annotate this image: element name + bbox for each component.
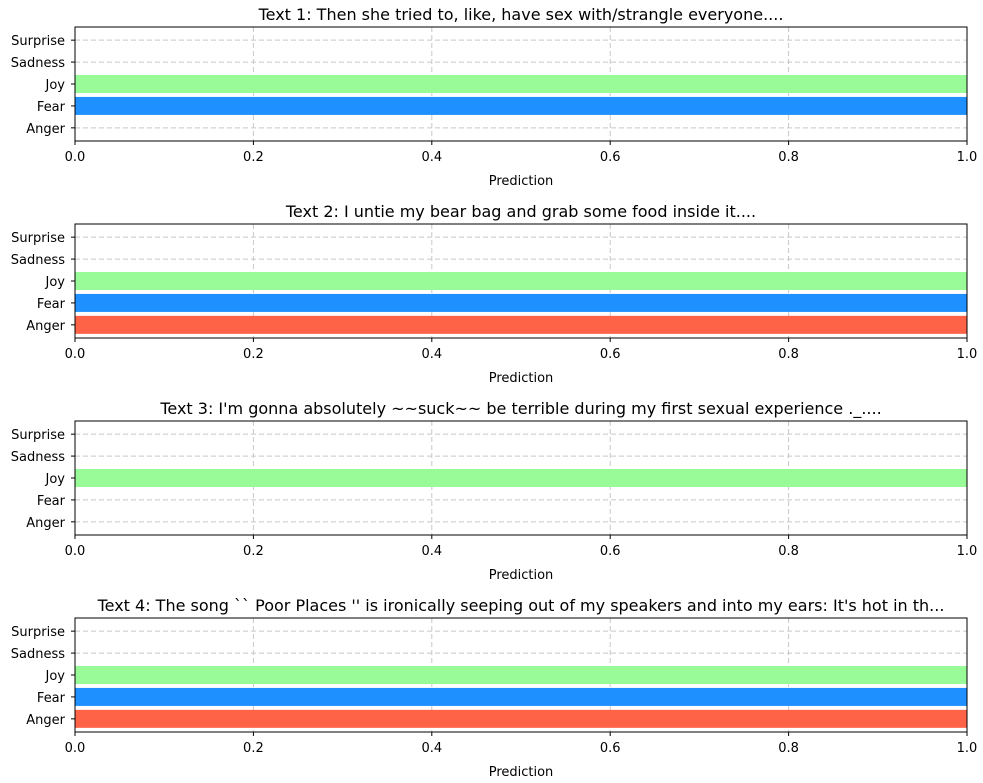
subplot-1: Text 1: Then she tried to, like, have se… [11, 5, 978, 189]
x-tick-label: 0.0 [65, 544, 86, 559]
x-tick-label: 0.2 [243, 347, 264, 362]
y-tick-label: Anger [26, 713, 65, 728]
x-tick-label: 0.2 [243, 741, 264, 756]
bar-anger [75, 315, 967, 334]
x-axis-label: Prediction [489, 174, 554, 189]
x-tick-label: 0.4 [421, 347, 442, 362]
x-tick-label: 0.8 [778, 741, 799, 756]
bar-fear [75, 96, 967, 115]
x-tick-label: 0.2 [243, 150, 264, 165]
y-tick-label: Joy [45, 275, 66, 290]
y-tick-label: Surprise [11, 428, 65, 443]
bar-joy [75, 75, 967, 93]
x-tick-label: 0.6 [600, 150, 621, 165]
y-tick-label: Joy [45, 78, 66, 93]
chart-title: Text 3: I'm gonna absolutely ~~suck~~ be… [159, 399, 881, 419]
bar-joy [75, 666, 967, 684]
y-tick-label: Joy [45, 669, 66, 684]
x-tick-label: 1.0 [957, 150, 978, 165]
y-tick-label: Surprise [11, 231, 65, 246]
y-tick-label: Fear [37, 494, 66, 509]
x-tick-label: 0.4 [421, 741, 442, 756]
x-tick-label: 1.0 [957, 347, 978, 362]
x-tick-label: 0.2 [243, 544, 264, 559]
x-tick-label: 0.6 [600, 347, 621, 362]
bar-joy [75, 469, 967, 487]
bar-fear [75, 687, 967, 706]
y-tick-label: Surprise [11, 625, 65, 640]
subplot-3: Text 3: I'm gonna absolutely ~~suck~~ be… [11, 399, 978, 583]
y-tick-label: Surprise [11, 34, 65, 49]
x-tick-label: 0.4 [421, 150, 442, 165]
x-tick-label: 0.0 [65, 347, 86, 362]
bar-joy [75, 272, 967, 290]
x-tick-label: 0.0 [65, 150, 86, 165]
y-tick-label: Sadness [11, 450, 65, 465]
chart-title: Text 4: The song `` Poor Places '' is ir… [97, 596, 945, 615]
subplot-4: Text 4: The song `` Poor Places '' is ir… [11, 596, 978, 780]
y-tick-label: Anger [26, 122, 65, 137]
x-axis-label: Prediction [489, 765, 554, 780]
subplot-2: Text 2: I untie my bear bag and grab som… [11, 202, 978, 386]
y-tick-label: Fear [37, 691, 66, 706]
y-tick-label: Fear [37, 297, 66, 312]
bar-fear [75, 293, 967, 312]
x-tick-label: 1.0 [957, 544, 978, 559]
x-tick-label: 0.0 [65, 741, 86, 756]
x-tick-label: 1.0 [957, 741, 978, 756]
y-tick-label: Anger [26, 516, 65, 531]
y-tick-label: Anger [26, 319, 65, 334]
x-tick-label: 0.4 [421, 544, 442, 559]
y-tick-label: Joy [45, 472, 66, 487]
chart-title: Text 1: Then she tried to, like, have se… [258, 5, 784, 24]
x-axis-label: Prediction [489, 568, 554, 583]
y-tick-label: Fear [37, 100, 66, 115]
x-axis-label: Prediction [489, 371, 554, 386]
x-tick-label: 0.8 [778, 347, 799, 362]
chart-title: Text 2: I untie my bear bag and grab som… [285, 202, 756, 221]
x-tick-label: 0.8 [778, 150, 799, 165]
x-tick-label: 0.6 [600, 544, 621, 559]
bar-anger [75, 709, 967, 728]
y-tick-label: Sadness [11, 647, 65, 662]
y-tick-label: Sadness [11, 56, 65, 71]
y-tick-label: Sadness [11, 253, 65, 268]
x-tick-label: 0.6 [600, 741, 621, 756]
x-tick-label: 0.8 [778, 544, 799, 559]
